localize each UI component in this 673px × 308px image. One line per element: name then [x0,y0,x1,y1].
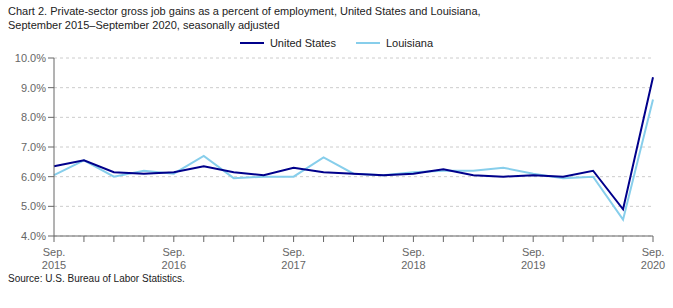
svg-text:Sep.2019: Sep.2019 [521,246,545,271]
html-text:Louisiana: Louisiana [386,37,434,49]
svg-text:9.0%: 9.0% [21,82,46,94]
svg-text:5.0%: 5.0% [21,200,46,212]
html-text:September 2015–September 2020,: September 2015–September 2020, seasonall… [8,19,280,31]
svg-text:Sep.2017: Sep.2017 [281,246,305,271]
svg-text:Sep.2018: Sep.2018 [401,246,425,271]
svg-text:Sep.2020: Sep.2020 [641,246,665,271]
svg-text:Sep.2015: Sep.2015 [42,246,66,271]
svg-text:7.0%: 7.0% [21,141,46,153]
svg-text:4.0%: 4.0% [21,230,46,242]
svg-text:8.0%: 8.0% [21,111,46,123]
svg-text:10.0%: 10.0% [15,52,46,64]
html-text:Chart 2. Private-sector gross: Chart 2. Private-sector gross job gains … [8,5,481,17]
html-text:Source: U.S. Bureau of Labor S: Source: U.S. Bureau of Labor Statistics. [8,273,185,284]
svg-text:Sep.2016: Sep.2016 [162,246,186,271]
svg-text:6.0%: 6.0% [21,171,46,183]
html-text:United States: United States [269,37,336,49]
